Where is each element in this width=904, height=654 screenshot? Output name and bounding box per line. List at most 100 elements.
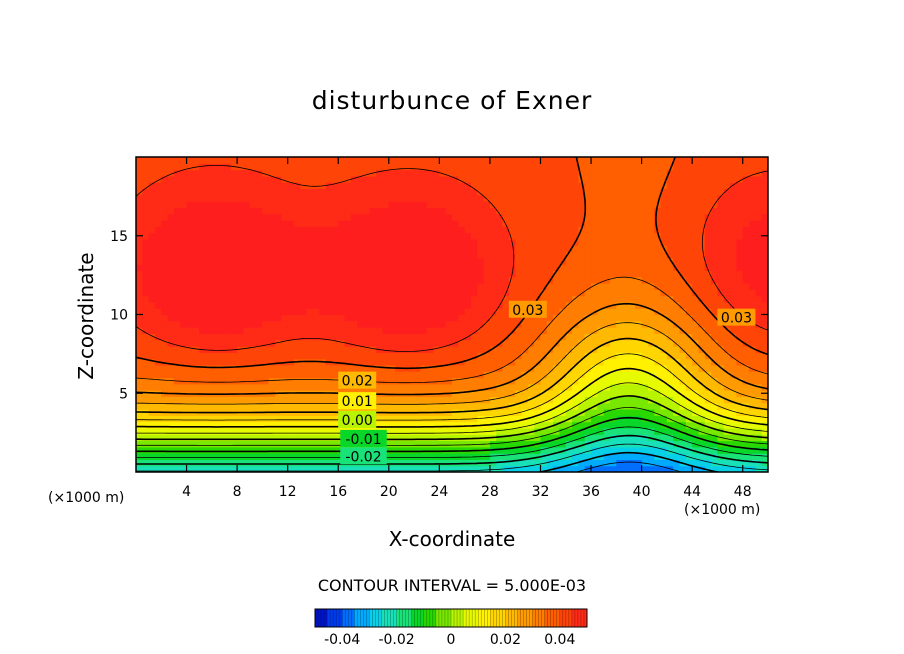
field-cell xyxy=(243,346,251,353)
field-cell xyxy=(464,276,472,284)
field-cell xyxy=(698,339,706,347)
field-cell xyxy=(515,453,523,460)
field-cell xyxy=(237,383,245,391)
field-cell xyxy=(578,308,586,316)
field-cell xyxy=(666,421,674,429)
field-cell xyxy=(546,459,554,467)
field-cell xyxy=(167,427,175,435)
field-cell xyxy=(647,220,655,227)
field-cell xyxy=(483,409,491,416)
field-cell xyxy=(489,194,497,202)
field-cell xyxy=(534,169,542,177)
field-cell xyxy=(414,320,421,328)
field-cell xyxy=(357,295,365,303)
field-cell xyxy=(540,201,548,208)
field-cell xyxy=(489,226,497,234)
field-cell xyxy=(755,270,763,278)
field-cell xyxy=(685,270,693,278)
field-cell xyxy=(224,175,232,183)
field-cell xyxy=(477,257,485,265)
field-cell xyxy=(439,207,447,215)
field-cell xyxy=(477,194,485,202)
field-cell xyxy=(237,358,245,366)
field-cell xyxy=(142,194,150,202)
field-cell xyxy=(382,301,390,309)
field-cell xyxy=(420,421,428,429)
field-cell xyxy=(578,415,586,423)
field-cell xyxy=(685,175,693,183)
field-cell xyxy=(199,264,207,271)
field-cell xyxy=(622,232,630,240)
field-cell xyxy=(211,415,219,423)
field-cell xyxy=(237,270,245,278)
field-cell xyxy=(237,188,245,196)
field-cell xyxy=(161,396,169,404)
field-cell xyxy=(205,346,213,353)
field-cell xyxy=(578,295,586,303)
field-cell xyxy=(483,402,491,410)
field-cell xyxy=(515,440,523,448)
field-cell xyxy=(679,245,687,253)
field-cell xyxy=(256,182,263,190)
field-cell xyxy=(559,251,567,259)
field-cell xyxy=(294,434,301,442)
field-cell xyxy=(565,276,573,284)
field-cell xyxy=(628,301,636,309)
field-cell xyxy=(312,257,320,265)
field-cell xyxy=(730,245,737,253)
field-cell xyxy=(218,440,226,448)
field-cell xyxy=(344,245,352,253)
field-cell xyxy=(136,415,143,423)
field-cell xyxy=(350,257,358,265)
field-cell xyxy=(591,440,598,448)
field-cell xyxy=(148,238,156,246)
field-cell xyxy=(717,421,725,429)
field-cell xyxy=(407,194,415,202)
field-cell xyxy=(382,339,390,347)
field-cell xyxy=(224,289,232,297)
field-cell xyxy=(224,364,232,372)
field-cell xyxy=(319,377,327,385)
field-cell xyxy=(641,238,649,246)
field-cell xyxy=(388,427,396,435)
field-cell xyxy=(388,415,396,423)
field-cell xyxy=(660,270,668,278)
field-cell xyxy=(527,175,535,183)
field-cell xyxy=(654,390,662,397)
field-cell xyxy=(401,434,409,442)
field-cell xyxy=(414,314,421,322)
field-cell xyxy=(730,175,737,183)
field-cell xyxy=(565,188,573,196)
field-cell xyxy=(730,295,737,303)
field-cell xyxy=(452,270,459,278)
field-cell xyxy=(616,409,624,416)
field-cell xyxy=(363,232,371,240)
field-cell xyxy=(211,327,219,334)
field-cell xyxy=(736,427,744,435)
field-cell xyxy=(692,257,700,265)
field-cell xyxy=(502,182,510,190)
field-cell xyxy=(426,270,434,278)
field-cell xyxy=(395,320,403,328)
field-cell xyxy=(382,213,390,221)
field-cell xyxy=(218,232,226,240)
field-cell xyxy=(344,232,352,240)
field-cell xyxy=(616,251,624,259)
field-cell xyxy=(325,308,333,316)
field-cell xyxy=(597,257,605,265)
field-cell xyxy=(180,232,188,240)
field-cell xyxy=(508,440,516,448)
field-cell xyxy=(540,427,548,435)
field-cell xyxy=(603,320,611,328)
field-cell xyxy=(521,201,529,208)
field-cell xyxy=(660,207,668,215)
field-cell xyxy=(331,207,339,215)
field-cell xyxy=(761,182,768,190)
field-cell xyxy=(243,396,251,404)
field-cell xyxy=(470,220,478,227)
field-cell xyxy=(211,434,219,442)
field-cell xyxy=(369,188,377,196)
field-cell xyxy=(300,402,308,410)
field-cell xyxy=(742,188,750,196)
field-cell xyxy=(616,283,624,290)
